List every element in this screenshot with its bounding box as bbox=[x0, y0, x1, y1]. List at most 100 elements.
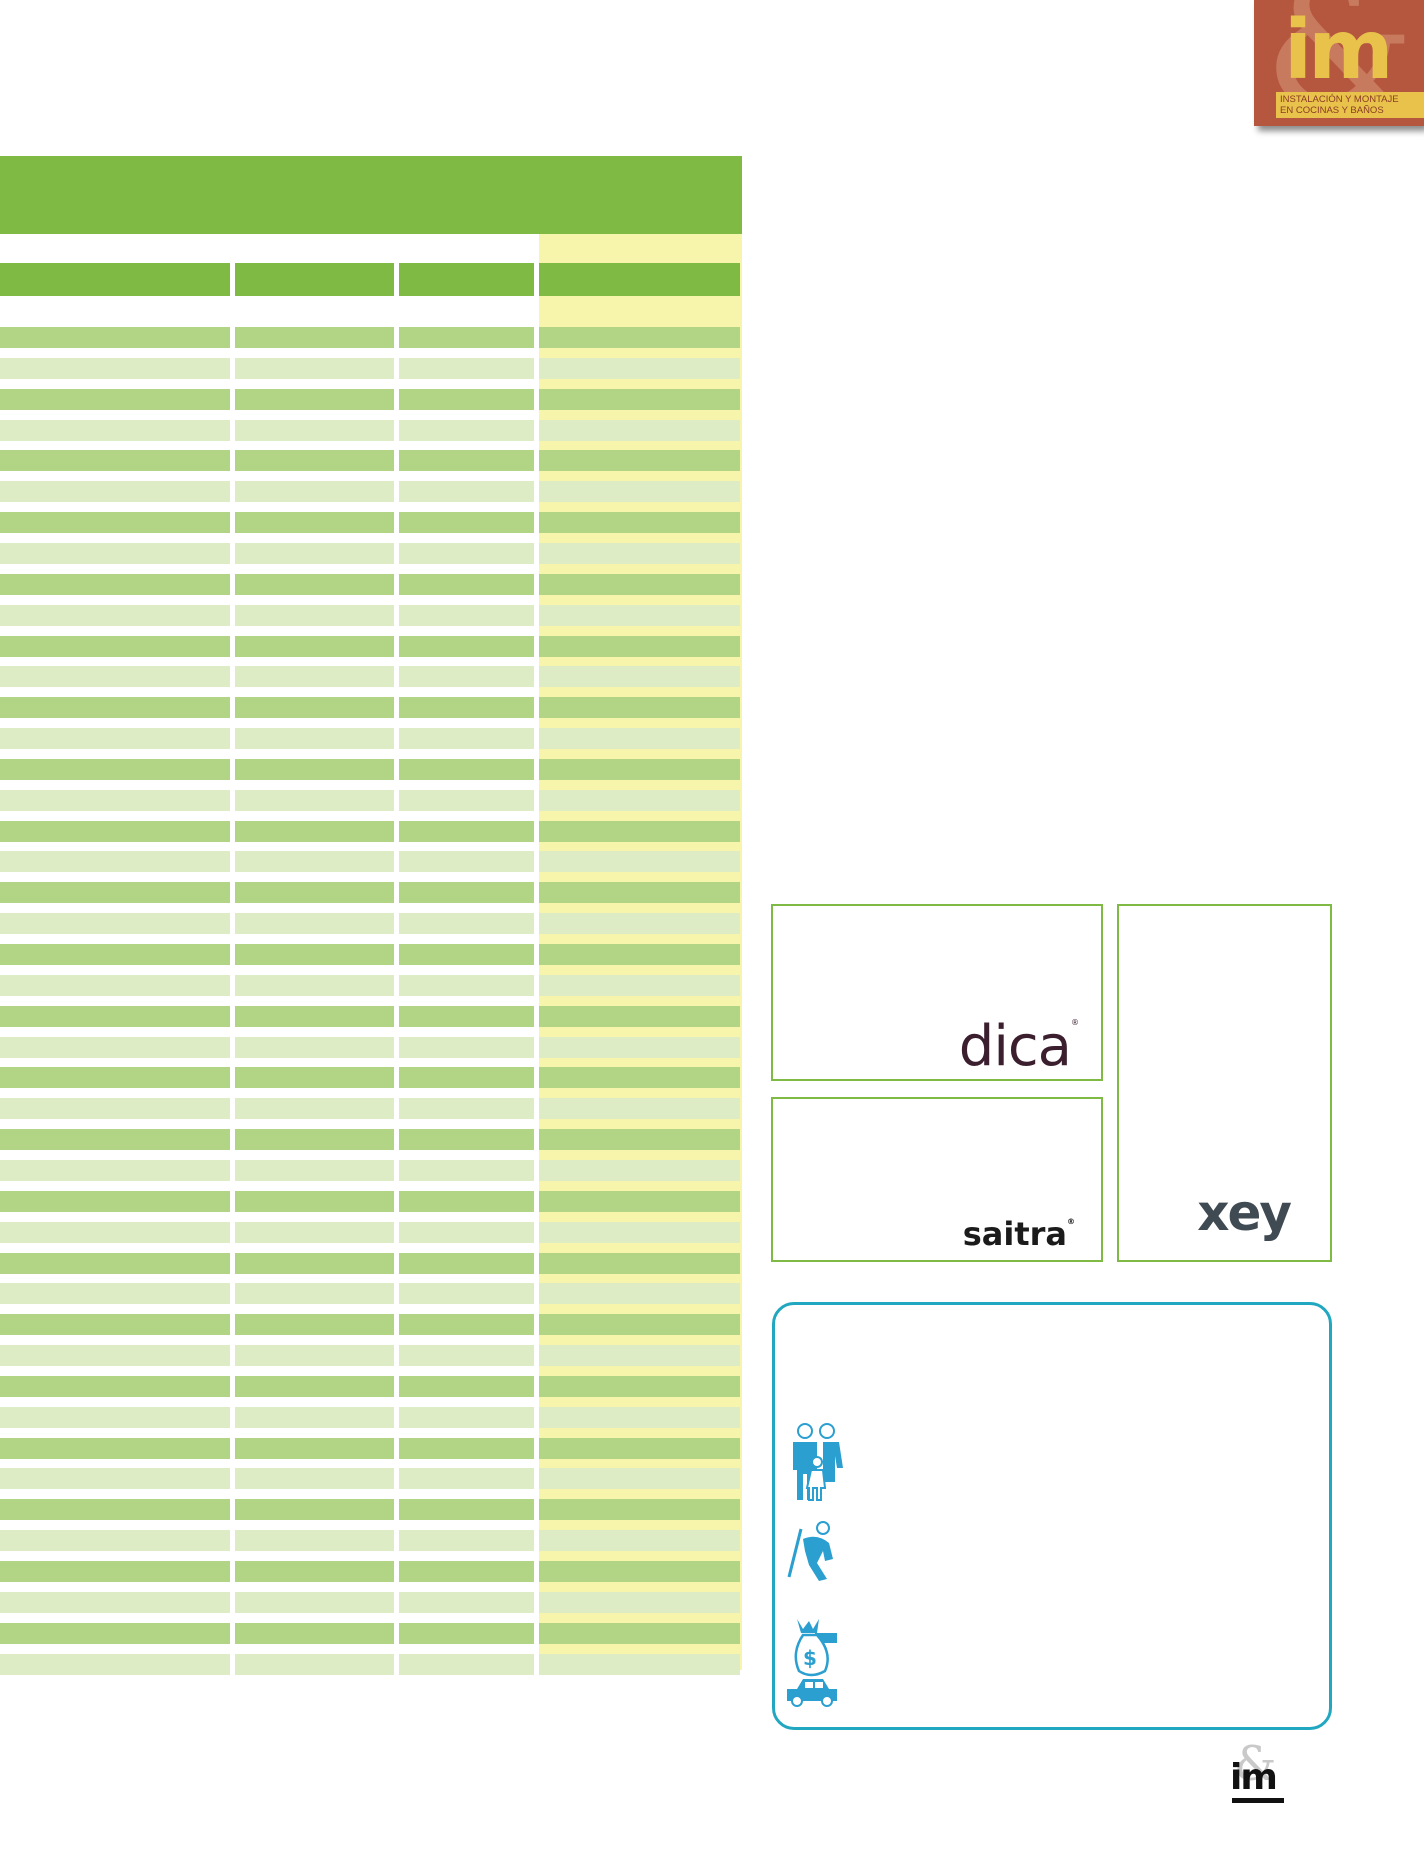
table-cell bbox=[0, 1499, 230, 1520]
table-row bbox=[0, 1530, 740, 1551]
table-row bbox=[0, 1623, 740, 1644]
table-cell bbox=[235, 636, 394, 657]
table-cell bbox=[539, 851, 740, 872]
table-cell bbox=[0, 975, 230, 996]
table-row bbox=[0, 1654, 740, 1675]
table-cell bbox=[0, 263, 230, 296]
table-cell bbox=[0, 450, 230, 471]
table-cell bbox=[399, 1654, 534, 1675]
table-cell bbox=[0, 389, 230, 410]
table-cell bbox=[0, 821, 230, 842]
table-row bbox=[0, 636, 740, 657]
table-cell bbox=[0, 913, 230, 934]
table-row bbox=[0, 1037, 740, 1058]
table-row bbox=[0, 666, 740, 687]
info-box: $ bbox=[772, 1302, 1332, 1730]
table-cell bbox=[0, 1283, 230, 1304]
brand-box-saitra: saitra® bbox=[771, 1097, 1103, 1262]
table-row bbox=[0, 882, 740, 903]
table-cell bbox=[0, 1530, 230, 1551]
table-cell bbox=[235, 481, 394, 502]
table-cell bbox=[399, 1530, 534, 1551]
footer-logo-ampersand: & bbox=[1234, 1736, 1277, 1792]
table-row bbox=[0, 1376, 740, 1397]
table-cell bbox=[0, 851, 230, 872]
table-cell bbox=[539, 574, 740, 595]
table-cell bbox=[399, 574, 534, 595]
table-cell bbox=[235, 1314, 394, 1335]
table-row bbox=[0, 821, 740, 842]
table-cell bbox=[539, 1592, 740, 1613]
table-row bbox=[0, 450, 740, 471]
table-cell bbox=[235, 1191, 394, 1212]
table-cell bbox=[0, 1345, 230, 1366]
table-cell bbox=[235, 1067, 394, 1088]
svg-text:$: $ bbox=[803, 1646, 817, 1670]
table-cell bbox=[399, 358, 534, 379]
table-row bbox=[0, 543, 740, 564]
table-cell bbox=[399, 1006, 534, 1027]
table-cell bbox=[399, 389, 534, 410]
table-cell bbox=[399, 1499, 534, 1520]
table-row bbox=[0, 1499, 740, 1520]
table-cell bbox=[235, 759, 394, 780]
table-cell bbox=[235, 1283, 394, 1304]
table-row bbox=[0, 1191, 740, 1212]
money-bag-icon: $ bbox=[794, 1619, 837, 1677]
family-icon bbox=[793, 1423, 843, 1501]
table-cell bbox=[235, 1407, 394, 1428]
table-cell bbox=[399, 1191, 534, 1212]
table-cell bbox=[235, 574, 394, 595]
table-cell bbox=[399, 450, 534, 471]
table-cell bbox=[539, 1561, 740, 1582]
table-cell bbox=[0, 1407, 230, 1428]
table-cell bbox=[399, 1561, 534, 1582]
table-cell bbox=[539, 1623, 740, 1644]
table-row bbox=[0, 605, 740, 626]
table-cell bbox=[235, 1623, 394, 1644]
table-cell bbox=[0, 1129, 230, 1150]
table-cell bbox=[399, 636, 534, 657]
table-cell bbox=[235, 1006, 394, 1027]
table-cell bbox=[539, 1222, 740, 1243]
table-cell bbox=[235, 1530, 394, 1551]
table-cell bbox=[235, 512, 394, 533]
table-cell bbox=[539, 944, 740, 965]
table-cell bbox=[0, 1438, 230, 1459]
table-cell bbox=[399, 1098, 534, 1119]
table-cell bbox=[539, 1345, 740, 1366]
table-cell bbox=[0, 1067, 230, 1088]
car-icon bbox=[787, 1679, 837, 1707]
table-cell bbox=[0, 543, 230, 564]
table-cell bbox=[235, 1561, 394, 1582]
table-row bbox=[0, 697, 740, 718]
table-row bbox=[0, 358, 740, 379]
table-cell bbox=[399, 327, 534, 348]
logo-mark: im bbox=[1284, 3, 1394, 98]
table-cell bbox=[539, 1438, 740, 1459]
table-cell bbox=[399, 728, 534, 749]
table-cell bbox=[539, 1376, 740, 1397]
table-cell bbox=[235, 1592, 394, 1613]
table-cell bbox=[235, 263, 394, 296]
table-row bbox=[0, 1160, 740, 1181]
table-cell bbox=[235, 1499, 394, 1520]
table-cell bbox=[399, 944, 534, 965]
table-cell bbox=[539, 1006, 740, 1027]
footer-logo-mark: im bbox=[1230, 1757, 1278, 1798]
table-cell bbox=[399, 512, 534, 533]
table-cell bbox=[0, 728, 230, 749]
table-cell bbox=[539, 759, 740, 780]
table-row bbox=[0, 851, 740, 872]
table-cell bbox=[399, 1160, 534, 1181]
registered-mark: ® bbox=[1071, 1018, 1079, 1027]
table-cell bbox=[539, 1468, 740, 1489]
table-cell bbox=[539, 481, 740, 502]
table-cell bbox=[235, 1654, 394, 1675]
table-cell bbox=[539, 450, 740, 471]
table-cell bbox=[399, 605, 534, 626]
table-row bbox=[0, 944, 740, 965]
table-row bbox=[0, 1407, 740, 1428]
table-cell bbox=[539, 1314, 740, 1335]
table-cell bbox=[0, 574, 230, 595]
